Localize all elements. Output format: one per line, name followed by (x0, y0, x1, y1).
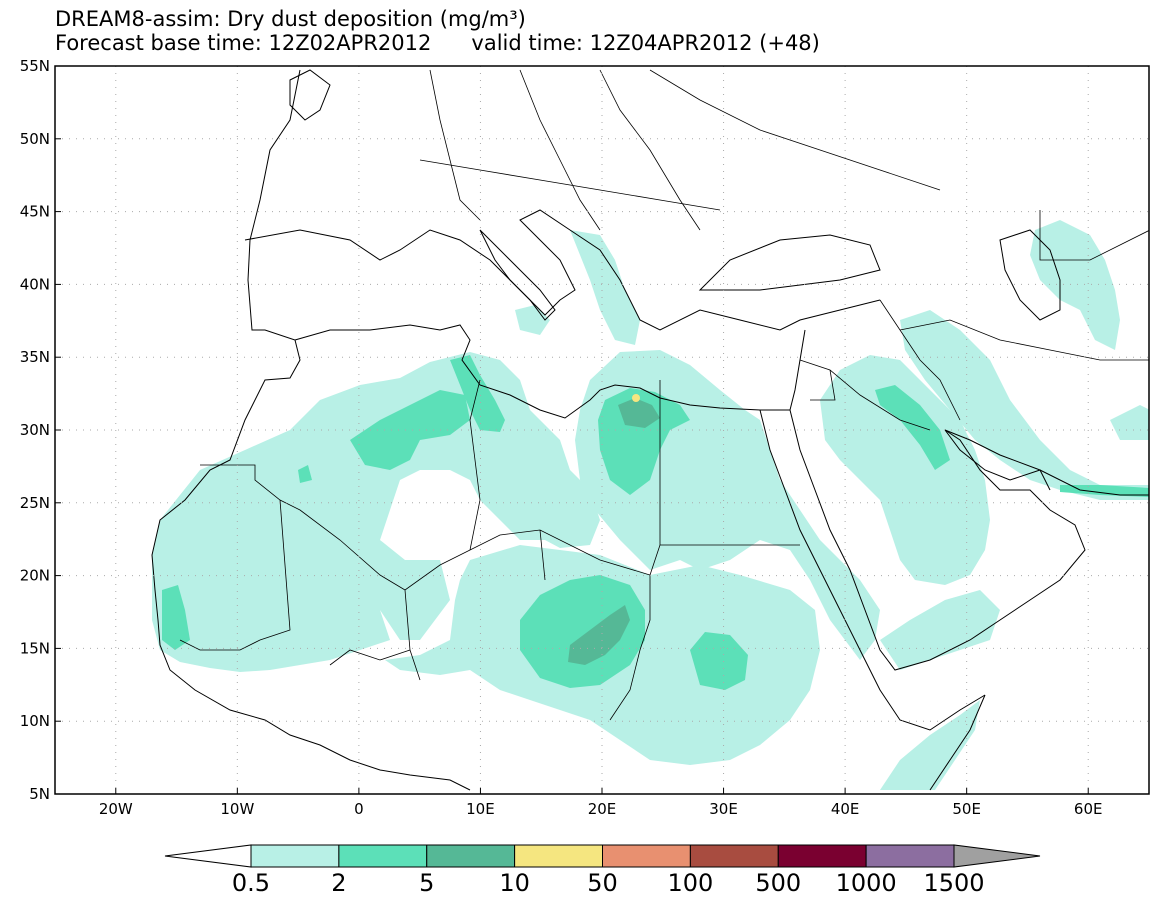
chad-level-5-core (568, 605, 630, 665)
coastlines-and-borders (151, 69, 1149, 791)
map-title: DREAM8-assim: Dry dust deposition (mg/m³… (55, 7, 526, 31)
algeria-dust-core (350, 390, 470, 470)
lon-tick-label: 10W (220, 800, 254, 818)
colorbar-label: 1000 (836, 869, 897, 897)
caspian-coast (999, 229, 1061, 321)
chad-dust-core (520, 575, 645, 688)
europe-borders (419, 69, 941, 231)
red-sea-east-coast (789, 409, 1086, 671)
lon-tick-label: 60E (1074, 800, 1103, 818)
lat-axis: 55N 50N 45N 40N 35N 30N 25N 20N 15N 10N 5N (20, 57, 61, 803)
balkans-dust-region (570, 230, 640, 345)
uk-coast (289, 69, 331, 121)
iran-dust-region (900, 310, 1149, 500)
dust-level-10-regions (632, 394, 640, 402)
persian-gulf-coast (944, 429, 1051, 491)
gulf-east-dust-region (1110, 405, 1149, 440)
valid-time-label: valid time: 12Z04APR2012 (+48) (471, 31, 820, 55)
colorbar-segment (689, 844, 779, 868)
lat-tick-label: 55N (20, 57, 50, 75)
colorbar-segment (602, 844, 691, 868)
west-africa-coast (151, 69, 471, 791)
middle-east-borders (799, 210, 1149, 431)
levant-coast (789, 329, 806, 411)
red-sea-west-coast (759, 409, 986, 731)
dust-level-0-5-regions (152, 220, 1149, 790)
colorbar-label: 1500 (923, 869, 984, 897)
black-sea-coast (698, 234, 881, 291)
iraq-dust-core (875, 385, 950, 470)
somalia-dust-region (880, 700, 980, 790)
tunisia-dust-core (450, 355, 505, 432)
dust-level-2-regions (162, 355, 1149, 690)
lon-axis: 20W 10W 0 10E 20E 30E 40E 50E 60E (99, 788, 1103, 818)
colorbar-label: 0.5 (232, 869, 270, 897)
lat-tick-label: 5N (29, 785, 50, 803)
colorbar-low-arrow (164, 844, 252, 868)
lon-tick-label: 20W (99, 800, 133, 818)
caspian-dust-region (1030, 220, 1120, 350)
colorbar-segment (426, 844, 516, 868)
sahara-west-dust-region (152, 352, 600, 672)
arabia-dust-region (820, 355, 990, 585)
mediterranean-south-coast (294, 324, 790, 419)
colorbar-segment (865, 844, 955, 868)
lon-tick-label: 40E (831, 800, 860, 818)
colorbar-label: 5 (419, 869, 434, 897)
western-sahara-dust-core (162, 585, 190, 650)
lat-tick-label: 40N (20, 275, 50, 293)
lat-tick-label: 25N (20, 494, 50, 512)
lon-tick-label: 10E (466, 800, 495, 818)
colorbar-segment (250, 844, 340, 868)
colorbar-segment (338, 844, 428, 868)
lat-tick-label: 50N (20, 130, 50, 148)
lat-tick-label: 20N (20, 567, 50, 585)
niger-dust-spot (298, 465, 312, 483)
colorbar: 0.5 2 5 10 50 100 500 1000 1500 (164, 844, 1041, 897)
italy-dust-region (515, 305, 550, 335)
lon-tick-label: 50E (952, 800, 981, 818)
map-plot-area (55, 66, 1149, 794)
italy-coast (479, 229, 556, 321)
sudan-dust-core (690, 632, 748, 690)
lat-tick-label: 30N (20, 421, 50, 439)
map-subtitle: Forecast base time: 12Z02APR2012 valid t… (55, 32, 820, 54)
colorbar-label: 10 (499, 869, 530, 897)
colorbar-label: 500 (755, 869, 801, 897)
iran-coast (944, 429, 1149, 496)
lat-tick-label: 15N (20, 639, 50, 657)
africa-borders (179, 379, 800, 721)
lon-tick-label: 30E (709, 800, 738, 818)
lat-tick-label: 35N (20, 348, 50, 366)
horn-africa-dust-region (880, 590, 1000, 670)
horn-coast (929, 694, 986, 791)
libya-level-10-spot (632, 394, 640, 402)
colorbar-segment (777, 844, 867, 868)
base-time-label: Forecast base time: 12Z02APR2012 (55, 31, 432, 55)
colorbar-label: 50 (587, 869, 618, 897)
europe-coast (244, 209, 881, 331)
libya-dust-core (598, 388, 690, 495)
colorbar-segment (514, 844, 603, 868)
lon-tick-label: 0 (354, 800, 364, 818)
lat-tick-label: 45N (20, 203, 50, 221)
gulf-dust-core (1060, 485, 1149, 497)
map-grid (55, 66, 1149, 794)
colorbar-label: 100 (667, 869, 713, 897)
libya-level-5-core (618, 398, 660, 428)
lon-tick-label: 20E (588, 800, 617, 818)
colorbar-label: 2 (331, 869, 346, 897)
colorbar-high-arrow (953, 844, 1041, 868)
dust-level-5-regions (568, 398, 660, 665)
lat-tick-label: 10N (20, 712, 50, 730)
